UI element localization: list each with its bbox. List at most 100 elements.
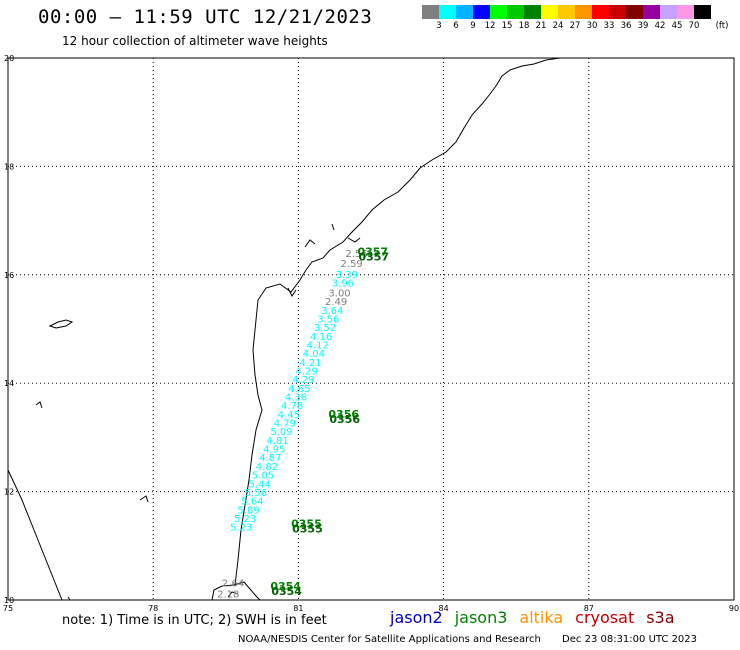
pass-time-label: 0357	[357, 245, 388, 258]
legend-label: 12	[484, 21, 496, 31]
legend-label: 21	[535, 21, 547, 31]
wave-height-value: 4.29	[292, 375, 314, 386]
wave-height-value: 5.05	[252, 471, 274, 482]
wave-height-value: 4.79	[274, 419, 296, 430]
wave-height-value: 4.87	[259, 453, 281, 464]
coastline-segment	[7, 469, 63, 601]
coastline-segment	[331, 223, 335, 231]
credit-text: NOAA/NESDIS Center for Satellite Applica…	[238, 634, 541, 645]
legend-label: 36	[620, 21, 632, 31]
satellite-cryosat: cryosat	[575, 608, 635, 627]
generation-datetime: Dec 23 08:31:00 UTC 2023	[562, 634, 698, 645]
legend-label: 42	[654, 21, 666, 31]
map-subtitle: 12 hour collection of altimeter wave hei…	[62, 34, 328, 48]
wave-height-value: 4.78	[281, 401, 303, 412]
pass-time-label: 0355	[292, 523, 323, 536]
legend-swatch	[507, 5, 524, 19]
wave-height-value: 4.95	[263, 445, 285, 456]
legend-label: 30	[586, 21, 598, 31]
wave-height-value: 3.52	[314, 323, 336, 334]
lat-lon-grid	[7, 57, 735, 601]
map-frame	[7, 57, 735, 601]
wave-height-value: 5.56	[245, 488, 267, 499]
legend-swatch	[439, 5, 456, 19]
lat-tick-label: 10	[4, 596, 14, 605]
coastline-segment	[67, 596, 71, 601]
wave-height-value: 5.44	[249, 479, 271, 490]
lon-tick-label: 78	[148, 604, 158, 613]
wave-height-value: 4.04	[303, 349, 325, 360]
lon-tick-label: 81	[293, 604, 303, 613]
color-scale-legend: 3 6 9 12 15 18 21 24 27 30 33 36 39 42 45 70 (ft)	[422, 5, 728, 35]
wave-height-value: 4.82	[256, 462, 278, 473]
legend-swatch	[694, 5, 711, 19]
coastline-segment	[347, 237, 361, 243]
wave-height-value: 5.89	[237, 505, 259, 516]
legend-label: 39	[637, 21, 649, 31]
wave-height-value: 2.59	[341, 259, 363, 270]
pass-time-label: 0356	[329, 413, 360, 426]
satellite-altika: altika	[519, 608, 564, 627]
legend-swatch	[541, 5, 558, 19]
wave-height-value: 4.21	[299, 358, 321, 369]
satellite-legend: jason2 jason3 altika cryosat s3a	[390, 608, 687, 627]
wave-height-value: 3.00	[328, 288, 350, 299]
lon-tick-label: 90	[729, 604, 739, 613]
wave-height-value: 4.45	[278, 410, 300, 421]
wave-height-value: 2.49	[325, 297, 347, 308]
legend-swatch	[677, 5, 694, 19]
wave-height-value: 3.39	[336, 270, 358, 281]
pass-time-label: 0357	[358, 250, 389, 263]
wave-height-value: 2.64	[222, 578, 244, 589]
legend-label: 45	[671, 21, 683, 31]
legend-swatches	[422, 5, 711, 19]
footnote: note: 1) Time is in UTC; 2) SWH is in fe…	[62, 613, 327, 628]
lat-tick-label: 20	[4, 54, 14, 63]
wave-height-value: 4.81	[266, 436, 288, 447]
legend-label: 24	[552, 21, 564, 31]
lon-tick-label: 84	[439, 604, 449, 613]
wave-height-value: 5.64	[241, 497, 263, 508]
coastline-segment	[139, 495, 149, 503]
satellite-jason3: jason3	[454, 608, 508, 627]
lat-tick-label: 16	[4, 271, 14, 280]
legend-label: 33	[603, 21, 615, 31]
wave-height-value: 4.29	[295, 367, 317, 378]
coastline-segment	[211, 581, 261, 601]
axis-tick-labels: 75 78 81 84 87 90 20 18 16 14 12 10	[3, 54, 739, 613]
legend-labels: 3 6 9 12 15 18 21 24 27 30 33 36 39 42 45 70 (ft)	[422, 21, 728, 35]
legend-swatch	[456, 5, 473, 19]
lon-tick-label: 87	[584, 604, 594, 613]
wave-height-value: 2.56	[345, 249, 367, 260]
legend-swatch	[660, 5, 677, 19]
lat-tick-label: 14	[4, 379, 14, 388]
wave-height-value: 5.23	[234, 514, 256, 525]
legend-label: 18	[518, 21, 530, 31]
coastline-segment	[227, 591, 239, 598]
lat-tick-label: 12	[4, 488, 14, 497]
wave-height-value: 4.38	[285, 393, 307, 404]
pass-time-label: 0354	[271, 585, 302, 598]
coastline-segment	[234, 57, 561, 586]
satellite-s3a: s3a	[646, 608, 675, 627]
legend-swatch	[592, 5, 609, 19]
pass-time-label: 0356	[328, 408, 359, 421]
credit-line: NOAA/NESDIS Center for Satellite Applica…	[238, 634, 697, 645]
satellite-jason2: jason2	[390, 608, 443, 627]
lon-tick-label: 75	[3, 604, 13, 613]
legend-label: 3	[436, 21, 442, 31]
lat-tick-label: 18	[4, 162, 14, 171]
legend-label: 15	[501, 21, 513, 31]
wave-height-value: 4.65	[288, 384, 310, 395]
legend-unit: (ft)	[715, 21, 729, 31]
legend-label: 9	[470, 21, 476, 31]
legend-label: 70	[688, 21, 700, 31]
legend-label: 27	[569, 21, 581, 31]
coastline	[7, 57, 561, 601]
legend-swatch	[643, 5, 660, 19]
legend-swatch	[609, 5, 626, 19]
legend-swatch	[575, 5, 592, 19]
wave-height-value: 3.96	[332, 279, 354, 290]
